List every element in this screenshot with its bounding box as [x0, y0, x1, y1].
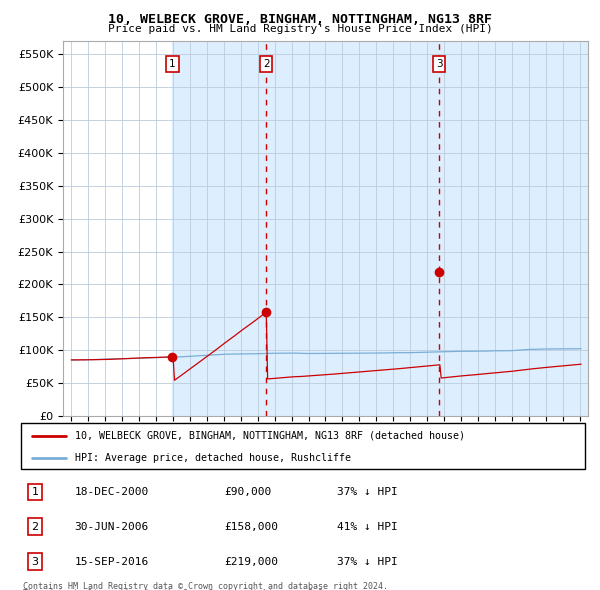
Text: This data is licensed under the Open Government Licence v3.0.: This data is licensed under the Open Gov…: [23, 589, 328, 590]
Text: 1: 1: [169, 60, 176, 69]
Text: 37% ↓ HPI: 37% ↓ HPI: [337, 556, 398, 566]
Text: 2: 2: [263, 60, 269, 69]
Text: 18-DEC-2000: 18-DEC-2000: [74, 487, 149, 497]
Text: 2: 2: [32, 522, 38, 532]
Text: 30-JUN-2006: 30-JUN-2006: [74, 522, 149, 532]
Text: £90,000: £90,000: [224, 487, 271, 497]
Text: 3: 3: [32, 556, 38, 566]
Text: £219,000: £219,000: [224, 556, 278, 566]
Text: Price paid vs. HM Land Registry's House Price Index (HPI): Price paid vs. HM Land Registry's House …: [107, 24, 493, 34]
Text: 41% ↓ HPI: 41% ↓ HPI: [337, 522, 398, 532]
Text: 3: 3: [436, 60, 442, 69]
Text: HPI: Average price, detached house, Rushcliffe: HPI: Average price, detached house, Rush…: [74, 453, 350, 463]
FancyBboxPatch shape: [21, 423, 585, 469]
Bar: [172, 41, 588, 416]
Text: £158,000: £158,000: [224, 522, 278, 532]
Text: 1: 1: [32, 487, 38, 497]
Text: 37% ↓ HPI: 37% ↓ HPI: [337, 487, 398, 497]
Text: 15-SEP-2016: 15-SEP-2016: [74, 556, 149, 566]
Text: 10, WELBECK GROVE, BINGHAM, NOTTINGHAM, NG13 8RF: 10, WELBECK GROVE, BINGHAM, NOTTINGHAM, …: [108, 13, 492, 26]
Text: Contains HM Land Registry data © Crown copyright and database right 2024.: Contains HM Land Registry data © Crown c…: [23, 582, 388, 590]
Text: 10, WELBECK GROVE, BINGHAM, NOTTINGHAM, NG13 8RF (detached house): 10, WELBECK GROVE, BINGHAM, NOTTINGHAM, …: [74, 431, 464, 441]
